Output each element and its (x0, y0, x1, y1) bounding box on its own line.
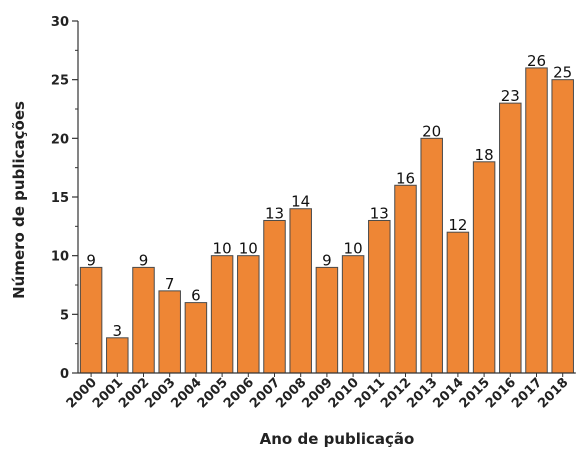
bar-2009 (315, 266, 339, 374)
bar-2014 (446, 231, 470, 374)
bar-2012 (394, 184, 417, 374)
data-label-2013: 20 (422, 122, 441, 140)
data-label-2004: 6 (191, 287, 201, 305)
bar-2004 (184, 302, 208, 374)
y-axis-title: Número de publicações (10, 101, 28, 299)
bars-group (79, 67, 574, 374)
bar-2015 (472, 161, 496, 374)
y-axis: 0 5 10 15 20 25 30 (51, 15, 79, 382)
data-label-2000: 9 (86, 251, 96, 269)
y-tick-label-20: 20 (51, 132, 69, 147)
bar-2017 (525, 67, 548, 374)
data-label-2011: 13 (370, 204, 389, 222)
data-label-2002: 9 (139, 251, 149, 269)
data-label-2006: 10 (239, 240, 258, 258)
y-tick-label-0: 0 (60, 367, 69, 382)
data-label-2009: 9 (322, 251, 332, 269)
y-tick-label-30: 30 (51, 15, 69, 30)
bar-2008 (289, 208, 312, 374)
bar-2005 (210, 255, 234, 374)
data-label-2017: 26 (527, 52, 546, 70)
bar-2003 (158, 290, 181, 374)
data-label-2018: 25 (553, 64, 572, 82)
data-label-2008: 14 (291, 193, 310, 211)
data-label-2015: 18 (475, 146, 494, 164)
bar-2000 (79, 266, 103, 374)
data-label-2012: 16 (396, 169, 415, 187)
bar-2010 (341, 255, 365, 374)
data-label-2010: 10 (344, 240, 363, 258)
data-label-2005: 10 (213, 240, 232, 258)
x-tick-label-2018: 2018 (535, 375, 571, 411)
data-label-2007: 13 (265, 204, 284, 222)
data-label-2014: 12 (448, 216, 467, 234)
data-label-2001: 3 (113, 322, 123, 340)
bar-2011 (368, 219, 391, 374)
bar-2007 (263, 219, 286, 374)
bar-2013 (420, 137, 443, 374)
bar-2006 (237, 255, 260, 374)
bar-2001 (106, 337, 129, 374)
bar-2018 (551, 79, 574, 374)
x-axis: 2000200120022003200420052006200720082009… (64, 372, 576, 411)
data-label-2016: 23 (501, 87, 520, 105)
y-tick-label-25: 25 (51, 74, 69, 89)
bar-2016 (499, 102, 522, 374)
y-tick-label-10: 10 (51, 250, 69, 265)
bar-2002 (132, 266, 155, 374)
x-axis-title: Ano de publicação (260, 430, 415, 448)
y-tick-label-5: 5 (60, 308, 69, 323)
data-label-2003: 7 (165, 275, 175, 293)
y-tick-label-15: 15 (51, 191, 69, 206)
